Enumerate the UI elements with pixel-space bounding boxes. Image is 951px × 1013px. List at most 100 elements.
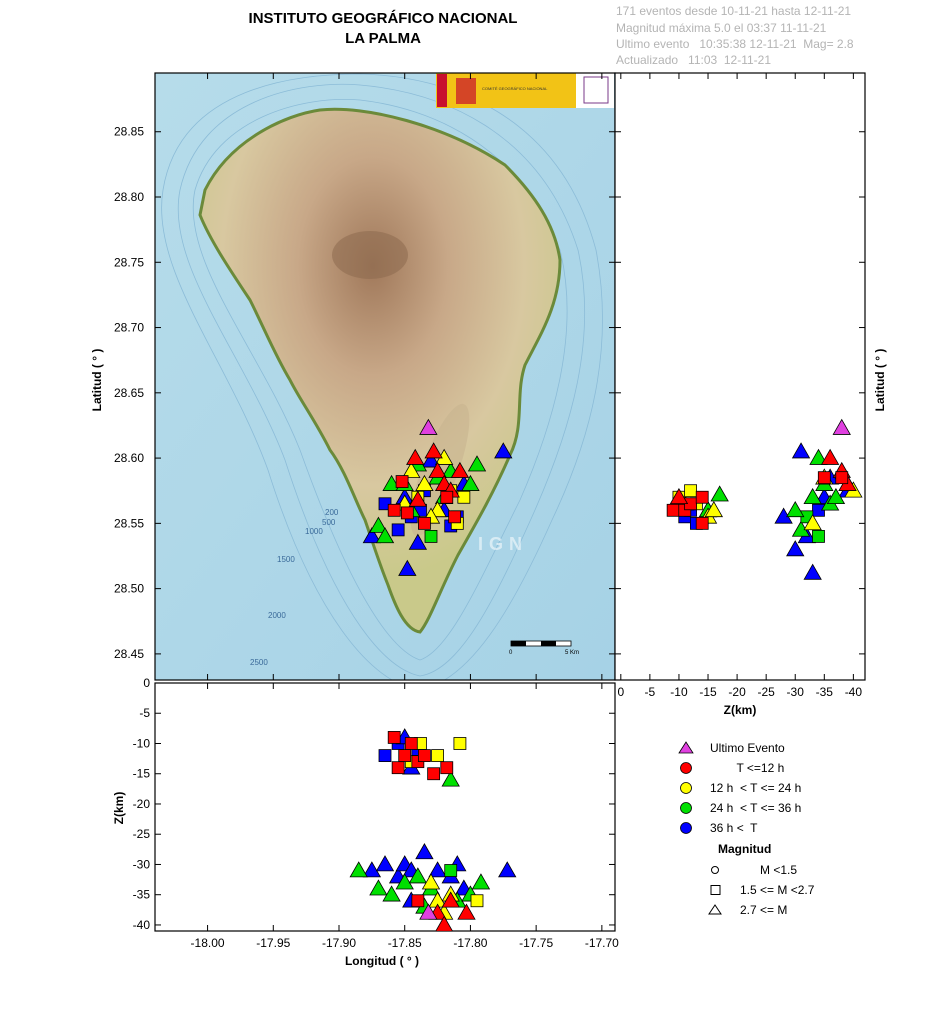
hypocenter-marker — [431, 749, 444, 762]
legend-magnitude-swatch — [711, 866, 719, 874]
hypocenter-marker — [382, 885, 401, 902]
tick-label: -18.00 — [191, 936, 225, 950]
contour-label: 1000 — [305, 527, 323, 536]
hypocenter-marker — [817, 471, 831, 485]
tick-label: -20 — [133, 797, 151, 811]
info-last-event: Ultimo evento 10:35:38 12-11-21 Mag= 2.8 — [616, 37, 854, 51]
hypocenter-marker — [391, 761, 405, 775]
legend-label: 12 h < T <= 24 h — [710, 781, 801, 795]
legend-label: T <=12 h — [710, 761, 784, 775]
hypocenter-marker — [424, 442, 443, 459]
legend-magnitude-swatch — [710, 885, 721, 895]
tick-label: -17.85 — [388, 936, 422, 950]
hypocenter-marker — [402, 461, 421, 478]
tick-label: -10 — [133, 736, 151, 750]
tick-label: 28.80 — [114, 190, 144, 204]
map-watermark: IGN — [478, 534, 528, 554]
hypocenter-marker — [450, 461, 470, 478]
hypocenter-marker — [457, 903, 476, 920]
tick-label: 0 — [617, 685, 624, 699]
tick-label: 0 — [143, 676, 150, 690]
hypocenter-marker — [710, 485, 729, 502]
hypocenter-marker — [832, 418, 851, 435]
right-xlabel: Z(km) — [724, 703, 757, 717]
hypocenter-marker — [786, 500, 805, 518]
hypocenter-marker — [471, 873, 491, 890]
hypocenter-marker — [435, 915, 453, 931]
legend-swatch — [680, 822, 692, 834]
hypocenter-marker — [826, 487, 846, 505]
tick-label: -35 — [133, 888, 151, 902]
hypocenter-marker — [441, 770, 460, 787]
legend-magnitude-title: Magnitud — [718, 842, 771, 856]
hypocenter-marker — [704, 500, 724, 518]
tick-label: 28.45 — [114, 647, 144, 661]
hypocenter-marker — [418, 749, 431, 762]
hypocenter-marker — [415, 843, 434, 860]
hypocenter-marker — [387, 731, 401, 744]
hypocenter-marker — [398, 559, 417, 576]
legend-magnitude-label: 2.7 <= M — [740, 903, 787, 917]
hypocenter-marker — [803, 514, 822, 531]
map-hypocenters — [362, 418, 513, 576]
hypocenter-marker — [400, 506, 414, 520]
tick-label: -15 — [699, 685, 717, 699]
hypocenter-marker — [408, 490, 428, 507]
hypocenter-marker — [669, 487, 689, 505]
hypocenter-marker — [684, 484, 697, 498]
hypocenter-marker — [820, 448, 840, 465]
hypocenter-marker — [398, 749, 412, 762]
tick-label: 28.75 — [114, 255, 144, 269]
hypocenter-marker — [441, 891, 460, 908]
tick-label: -15 — [133, 767, 151, 781]
tick-label: -30 — [133, 857, 151, 871]
hypocenter-marker — [419, 418, 438, 435]
tick-label: -10 — [670, 685, 688, 699]
hypocenter-marker — [470, 894, 484, 908]
contour-label: 2500 — [250, 658, 268, 667]
hypocenter-marker — [803, 563, 822, 580]
hypocenter-marker — [453, 737, 467, 750]
hypocenter-marker — [362, 861, 382, 878]
bathymetry-contours — [161, 73, 603, 680]
hypocenter-marker — [421, 451, 441, 468]
ign-logo: COMITÉ GEOGRÁFICO NACIONAL — [436, 73, 614, 108]
legend-magnitude-swatch — [708, 904, 722, 915]
hypocenter-marker — [415, 474, 434, 491]
hypocenter-marker — [467, 455, 487, 472]
tick-label: -17.90 — [322, 936, 356, 950]
legend: Ultimo Evento T <=12 h 12 h < T <= 24 h 24… — [678, 741, 815, 917]
hypocenter-marker — [448, 510, 462, 524]
svg-text:5 Km: 5 Km — [565, 650, 579, 656]
contour-label: 500 — [322, 518, 336, 527]
tick-label: -20 — [728, 685, 746, 699]
tick-label: 28.85 — [114, 125, 144, 139]
tick-label: -30 — [787, 685, 805, 699]
hypocenter-marker — [395, 873, 414, 890]
tick-label: -25 — [133, 827, 151, 841]
hypocenter-marker — [349, 861, 368, 878]
hypocenter-marker — [812, 530, 825, 543]
caldera — [332, 231, 408, 279]
legend-label: Ultimo Evento — [710, 741, 785, 755]
tick-label: -35 — [816, 685, 834, 699]
hypocenter-marker — [440, 761, 454, 775]
hypocenter-marker — [411, 894, 425, 908]
contour-label: 1500 — [277, 555, 295, 564]
tick-label: -5 — [645, 685, 656, 699]
lat-depth-panel — [614, 72, 866, 681]
hypocenter-marker — [803, 487, 822, 505]
hypocenter-marker — [419, 903, 438, 920]
svg-text:COMITÉ GEOGRÁFICO NACIONAL: COMITÉ GEOGRÁFICO NACIONAL — [482, 86, 548, 91]
tick-label: -17.75 — [519, 936, 553, 950]
bottom-xlabel: Longitud ( ° ) — [345, 954, 419, 968]
hypocenter-marker — [378, 749, 392, 762]
svg-text:0: 0 — [509, 650, 513, 656]
hypocenter-marker — [444, 864, 458, 877]
legend-swatch — [680, 762, 692, 774]
hypocenter-marker — [428, 461, 447, 478]
hypocenter-marker — [408, 533, 428, 550]
hypocenter-marker — [494, 442, 513, 459]
